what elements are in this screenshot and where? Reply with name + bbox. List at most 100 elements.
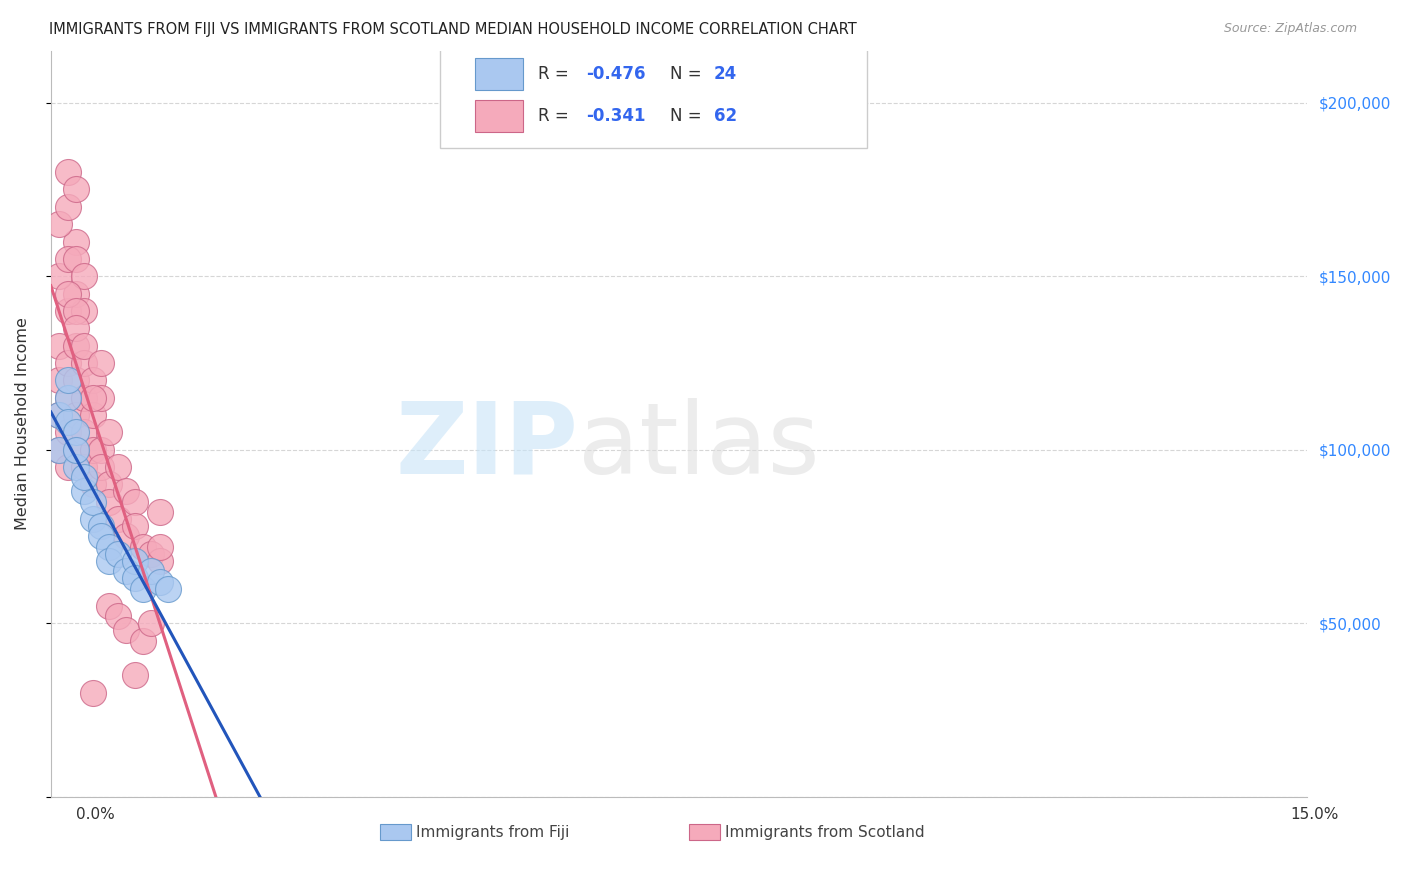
Point xyxy=(90,460,112,475)
Point xyxy=(98,477,121,491)
Point xyxy=(98,599,121,613)
Point xyxy=(157,582,180,596)
Point xyxy=(48,269,70,284)
Point xyxy=(65,286,87,301)
Point xyxy=(82,442,104,457)
Point xyxy=(124,495,146,509)
Point xyxy=(90,529,112,543)
Point xyxy=(124,668,146,682)
Text: -0.476: -0.476 xyxy=(586,65,645,84)
Point xyxy=(107,512,129,526)
Point xyxy=(48,408,70,422)
Point xyxy=(132,633,155,648)
Point xyxy=(73,338,96,352)
Point xyxy=(98,540,121,554)
Text: 0.0%: 0.0% xyxy=(76,807,115,822)
Text: Source: ZipAtlas.com: Source: ZipAtlas.com xyxy=(1223,22,1357,36)
Text: -0.341: -0.341 xyxy=(586,106,645,125)
Point xyxy=(132,540,155,554)
Text: 24: 24 xyxy=(714,65,737,84)
Point xyxy=(124,519,146,533)
Point xyxy=(65,304,87,318)
Point xyxy=(115,564,138,578)
Point xyxy=(65,373,87,387)
Point xyxy=(56,460,79,475)
Point xyxy=(65,460,87,475)
Text: IMMIGRANTS FROM FIJI VS IMMIGRANTS FROM SCOTLAND MEDIAN HOUSEHOLD INCOME CORRELA: IMMIGRANTS FROM FIJI VS IMMIGRANTS FROM … xyxy=(49,22,858,37)
FancyBboxPatch shape xyxy=(475,58,523,90)
Point xyxy=(107,547,129,561)
Point xyxy=(65,442,87,457)
Point xyxy=(141,564,163,578)
Point xyxy=(65,321,87,335)
Point xyxy=(98,495,121,509)
Point xyxy=(82,495,104,509)
Point xyxy=(98,554,121,568)
Point xyxy=(65,425,87,440)
Point xyxy=(149,505,172,519)
Text: atlas: atlas xyxy=(578,398,820,494)
Point xyxy=(82,373,104,387)
Text: N =: N = xyxy=(671,106,707,125)
Point xyxy=(73,304,96,318)
Point xyxy=(65,235,87,249)
Point xyxy=(141,547,163,561)
Point xyxy=(82,685,104,699)
Point xyxy=(82,391,104,405)
Point xyxy=(149,554,172,568)
Text: 15.0%: 15.0% xyxy=(1291,807,1339,822)
Point xyxy=(132,582,155,596)
Point xyxy=(56,356,79,370)
Y-axis label: Median Household Income: Median Household Income xyxy=(15,318,30,530)
Point xyxy=(73,356,96,370)
Point xyxy=(73,484,96,499)
Point xyxy=(65,338,87,352)
Point xyxy=(73,269,96,284)
Point xyxy=(48,338,70,352)
Point xyxy=(56,252,79,266)
Text: Immigrants from Fiji: Immigrants from Fiji xyxy=(416,825,569,839)
Point xyxy=(124,554,146,568)
Point xyxy=(56,200,79,214)
Text: R =: R = xyxy=(538,65,574,84)
Text: N =: N = xyxy=(671,65,707,84)
Point xyxy=(82,512,104,526)
Point xyxy=(56,373,79,387)
Point xyxy=(56,286,79,301)
Point xyxy=(56,391,79,405)
Point xyxy=(65,252,87,266)
Point xyxy=(107,609,129,624)
Point xyxy=(65,182,87,196)
Point xyxy=(90,356,112,370)
Point xyxy=(48,442,70,457)
Point xyxy=(48,408,70,422)
Point xyxy=(124,571,146,585)
Point xyxy=(73,425,96,440)
Point xyxy=(82,477,104,491)
Point xyxy=(115,484,138,499)
Text: ZIP: ZIP xyxy=(395,398,578,494)
Point xyxy=(90,519,112,533)
Text: 62: 62 xyxy=(714,106,737,125)
Text: R =: R = xyxy=(538,106,574,125)
Point xyxy=(73,391,96,405)
Point xyxy=(48,373,70,387)
FancyBboxPatch shape xyxy=(440,47,868,148)
Point xyxy=(149,540,172,554)
FancyBboxPatch shape xyxy=(475,100,523,132)
Point xyxy=(48,442,70,457)
Point xyxy=(73,460,96,475)
Point xyxy=(56,415,79,429)
Point xyxy=(65,442,87,457)
Point xyxy=(56,304,79,318)
Point xyxy=(56,165,79,179)
Point xyxy=(56,425,79,440)
Text: Immigrants from Scotland: Immigrants from Scotland xyxy=(725,825,925,839)
Point xyxy=(107,460,129,475)
Point xyxy=(73,470,96,484)
Point xyxy=(141,616,163,631)
Point xyxy=(65,408,87,422)
Point xyxy=(115,529,138,543)
Point xyxy=(90,391,112,405)
Point xyxy=(149,574,172,589)
